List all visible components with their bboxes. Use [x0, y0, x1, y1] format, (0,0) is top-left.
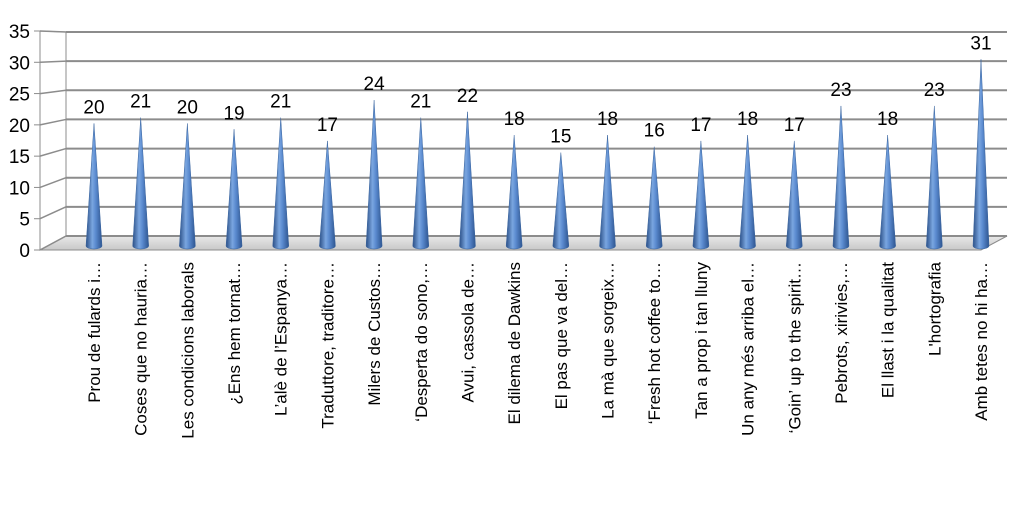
cone-bar: [879, 135, 896, 250]
category-label: La mà que sorgeix…: [599, 262, 618, 419]
y-tick-label: 30: [9, 53, 30, 74]
y-tick-label: 0: [19, 241, 30, 262]
data-label: 31: [970, 33, 991, 54]
data-label: 23: [924, 80, 945, 101]
gridline-side: [39, 60, 67, 64]
data-label: 21: [130, 92, 151, 113]
data-labels: 20 21 20 19 21 17 24 21 22 18 15 18 16 17 18 17 23 18 23 31: [83, 33, 991, 147]
cone-bar: [459, 111, 476, 250]
data-label: 22: [457, 86, 478, 107]
cone-series: [85, 59, 990, 250]
data-label: 16: [644, 121, 665, 142]
cone-bar: [739, 135, 756, 250]
y-tick-label: 20: [9, 116, 30, 137]
data-label: 18: [504, 109, 525, 130]
category-label: Prou de fulards i…: [85, 262, 104, 403]
gridline-side: [39, 206, 67, 220]
category-label: Traduttore, traditore…: [318, 262, 337, 429]
category-label: El llast i la qualitat: [879, 262, 898, 398]
data-label: 18: [597, 109, 618, 130]
data-label: 18: [877, 109, 898, 130]
y-tick-label: 10: [9, 178, 30, 199]
y-tick-label: 35: [9, 22, 30, 43]
cone-bar: [225, 129, 243, 250]
data-label: 20: [83, 97, 104, 118]
cone-bar: [365, 100, 383, 250]
y-tick-label: 15: [9, 147, 30, 168]
cone-bar: [272, 117, 289, 250]
category-label: ‘Desperta do sono,…: [412, 262, 431, 422]
gridline-side: [39, 147, 67, 157]
cone-bar: [832, 105, 850, 250]
category-label: Avui, cassola de…: [458, 262, 477, 402]
cone-bar: [505, 135, 523, 250]
cone-bar: [786, 140, 803, 250]
category-label: Tan a prop i tan lluny: [692, 262, 711, 419]
gridline-side: [39, 118, 67, 126]
data-label: 19: [223, 103, 244, 124]
category-label: Les condicions laborals: [178, 262, 197, 439]
data-label: 17: [784, 115, 805, 136]
gridline-side: [39, 30, 67, 33]
y-tick-label: 5: [19, 210, 30, 231]
cone-bar: [412, 117, 430, 250]
category-label: Pebrots, xirivies,…: [832, 262, 851, 404]
cone-bar: [972, 59, 990, 250]
cone-bar: [179, 123, 196, 250]
category-label: L’alè de l’Espanya…: [272, 262, 291, 416]
cone-bar: [692, 140, 710, 250]
data-label: 24: [364, 74, 386, 95]
data-label: 23: [830, 80, 851, 101]
data-label: 18: [737, 109, 758, 130]
gridline-side: [39, 177, 67, 189]
category-label: El dilema de Dawkins: [505, 262, 524, 425]
data-label: 20: [177, 97, 198, 118]
data-label: 21: [410, 92, 431, 113]
category-label: L'hortografia: [925, 261, 944, 356]
category-label: ¿Ens hem tornat…: [225, 262, 244, 405]
cone-bar: [926, 105, 943, 250]
y-axis: 0 5 10 15 20 25 30 35: [9, 22, 41, 262]
category-axis: Prou de fulards i… Coses que no hauria… Le…: [85, 261, 991, 438]
cone-bar: [599, 135, 616, 250]
data-label: 17: [317, 115, 338, 136]
cone-bar: [552, 152, 570, 250]
category-label: ‘Fresh hot coffee to…: [645, 262, 664, 424]
y-tick-label: 25: [9, 85, 30, 106]
category-label: Milers de Custos…: [365, 262, 384, 406]
category-label: ‘Goin’ up to the spirit…: [785, 262, 804, 433]
category-label: Un any més arriba el…: [739, 262, 758, 436]
gridline-side: [39, 235, 67, 251]
cone-bar: [85, 123, 103, 250]
data-label: 17: [690, 115, 711, 136]
cone-bar: [132, 117, 149, 250]
data-label: 21: [270, 92, 291, 113]
data-label: 15: [550, 127, 571, 148]
cone-bar: [645, 146, 663, 250]
category-label: Amb tetes no hi ha…: [972, 262, 991, 421]
cone-bar: [319, 140, 336, 250]
category-label: El pas que va del…: [552, 262, 571, 409]
gridline-side: [39, 89, 67, 95]
category-label: Coses que no hauria…: [132, 262, 151, 436]
